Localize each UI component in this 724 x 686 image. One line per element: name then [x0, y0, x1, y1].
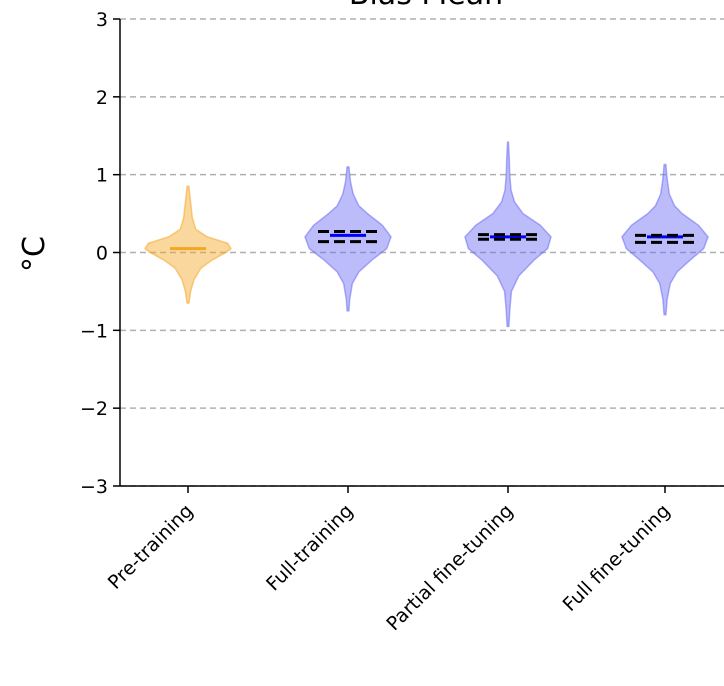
violin-3: [464, 141, 552, 328]
violins: [144, 141, 709, 328]
y-tick-label: 1: [96, 165, 108, 187]
y-tick-label: −2: [80, 398, 108, 420]
y-tick-label: 2: [96, 87, 108, 109]
axes: −3 −2 −1 0 1 2 3 Pre-training Full-training Parti…: [80, 9, 724, 635]
y-tick-label: 3: [96, 9, 108, 31]
violin-2: [304, 166, 392, 312]
y-axis-label: °C: [17, 236, 52, 272]
violin-1: [144, 185, 232, 304]
grid: [120, 18, 724, 487]
y-tick-label: −1: [80, 320, 108, 342]
y-tick-label: 0: [96, 243, 108, 265]
y-tick-label: −3: [80, 476, 108, 498]
x-tick-label: Pre-training: [104, 500, 198, 594]
violin-4: [621, 163, 709, 316]
chart-title: Bias Mean: [349, 0, 503, 12]
x-tick-label: Full-training: [262, 500, 357, 595]
x-tick-label: Partial fine-tuning: [382, 500, 517, 635]
x-tick-label: Full fine-tuning: [559, 500, 675, 616]
